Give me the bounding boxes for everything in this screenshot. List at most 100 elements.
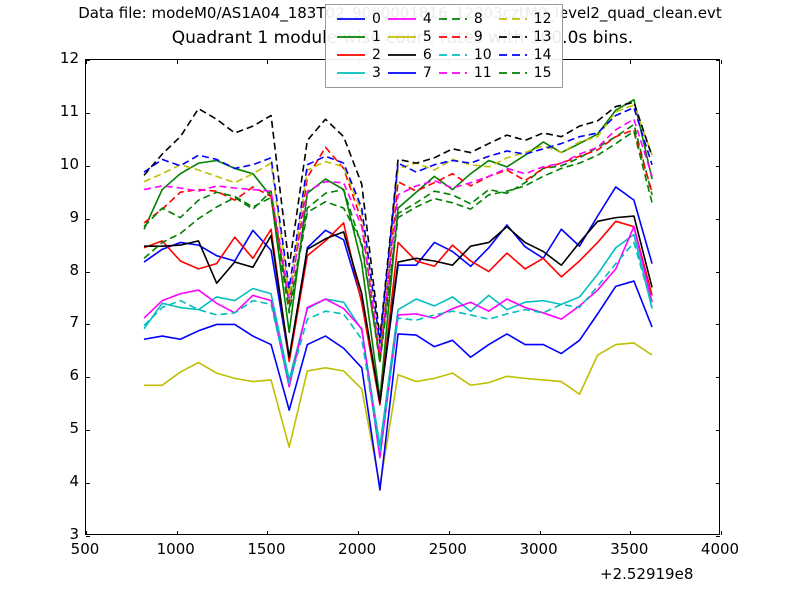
legend-label-5: 5 (422, 29, 432, 45)
series-line-12 (143, 104, 653, 347)
series-line-13 (143, 101, 653, 339)
legend-label-13: 13 (533, 29, 552, 45)
x-tick-mark (267, 60, 269, 64)
legend-label-6: 6 (422, 47, 432, 63)
series-line-14 (143, 106, 653, 344)
series-line-7 (143, 280, 653, 491)
legend-swatch-11 (435, 64, 471, 82)
y-tick-mark (86, 430, 90, 432)
x-axis-offset-text: +2.52919e8 (600, 565, 694, 583)
legend-swatch-13 (495, 28, 531, 46)
x-tick-mark (267, 531, 269, 535)
y-tick-mark (716, 60, 720, 61)
y-tick-mark (716, 483, 720, 485)
series-line-4 (143, 225, 653, 459)
x-tick-mark (721, 531, 722, 535)
legend-row: 2 6 10 14 (333, 46, 555, 64)
x-tick-mark (721, 60, 722, 64)
x-tick-mark (176, 60, 178, 64)
x-tick-mark (448, 531, 450, 535)
series-line-10 (143, 241, 653, 453)
y-tick-mark (86, 271, 90, 273)
x-tick-label: 1500 (247, 540, 286, 558)
y-tick-label: 4 (69, 472, 79, 491)
y-tick-mark (716, 271, 720, 273)
legend-swatch-14 (495, 46, 531, 64)
y-tick-mark (86, 536, 90, 537)
series-line-8 (143, 123, 653, 360)
y-tick-label: 3 (69, 525, 79, 543)
x-tick-label: 2500 (428, 540, 467, 558)
y-tick-label: 12 (59, 49, 79, 67)
legend-label-11: 11 (473, 65, 492, 81)
y-tick-mark (86, 165, 90, 167)
x-tick-mark (86, 531, 87, 535)
series-line-11 (143, 118, 653, 355)
y-tick-label: 5 (69, 419, 79, 438)
x-tick-label: 1000 (156, 540, 195, 558)
x-tick-mark (539, 531, 541, 535)
y-tick-mark (716, 324, 720, 326)
y-tick-label: 9 (69, 207, 79, 226)
x-tick-label: 500 (70, 540, 100, 558)
legend-label-8: 8 (473, 11, 483, 27)
legend-label-15: 15 (533, 65, 552, 81)
x-tick-mark (630, 60, 632, 64)
legend-swatch-6 (384, 46, 420, 64)
y-tick-mark (716, 112, 720, 114)
legend-swatch-2 (333, 46, 369, 64)
y-tick-label: 8 (69, 260, 79, 279)
legend-swatch-3 (333, 64, 369, 82)
legend-label-2: 2 (372, 47, 381, 63)
x-tick-label: 3500 (610, 540, 649, 558)
y-tick-mark (86, 112, 90, 114)
y-tick-label: 11 (59, 101, 79, 120)
legend-label-3: 3 (372, 65, 381, 81)
legend-swatch-9 (435, 28, 471, 46)
y-tick-mark (86, 324, 90, 326)
x-tick-label: 2000 (338, 540, 377, 558)
legend-swatch-12 (495, 10, 531, 28)
y-tick-mark (716, 165, 720, 167)
legend-swatch-15 (495, 64, 531, 82)
legend-swatch-8 (435, 10, 471, 28)
y-tick-mark (86, 483, 90, 485)
legend: 0 4 8 12 1 5 9 13 2 6 10 14 3 7 11 15 (325, 4, 563, 88)
legend-label-0: 0 (372, 11, 381, 27)
y-tick-mark (86, 377, 90, 379)
x-tick-mark (86, 60, 87, 64)
x-tick-label: 3000 (519, 540, 558, 558)
y-tick-label: 10 (59, 154, 79, 173)
legend-row: 3 7 11 15 (333, 64, 555, 82)
legend-label-7: 7 (422, 65, 432, 81)
y-tick-mark (716, 377, 720, 379)
series-line-5 (144, 342, 653, 487)
legend-swatch-1 (333, 28, 369, 46)
x-tick-mark (630, 531, 632, 535)
legend-swatch-7 (384, 64, 420, 82)
y-tick-mark (716, 536, 720, 537)
y-tick-label: 7 (69, 313, 79, 332)
legend-label-9: 9 (473, 29, 483, 45)
y-tick-mark (716, 430, 720, 432)
legend-swatch-0 (333, 10, 369, 28)
legend-row: 1 5 9 13 (333, 28, 555, 46)
legend-swatch-5 (384, 28, 420, 46)
plot-axes (85, 59, 722, 537)
y-tick-label: 6 (69, 366, 79, 385)
legend-swatch-10 (435, 46, 471, 64)
line-chart-canvas (143, 98, 653, 491)
x-tick-mark (176, 531, 178, 535)
x-tick-label: 4000 (700, 540, 740, 558)
series-line-9 (143, 129, 653, 363)
y-tick-mark (86, 218, 90, 220)
series-line-3 (143, 233, 653, 447)
legend-table: 0 4 8 12 1 5 9 13 2 6 10 14 3 7 11 15 (333, 10, 555, 82)
y-tick-mark (716, 218, 720, 220)
y-tick-mark (86, 60, 90, 61)
legend-label-10: 10 (473, 47, 492, 63)
series-line-6 (144, 215, 653, 404)
legend-label-14: 14 (533, 47, 552, 63)
x-tick-mark (358, 531, 360, 535)
